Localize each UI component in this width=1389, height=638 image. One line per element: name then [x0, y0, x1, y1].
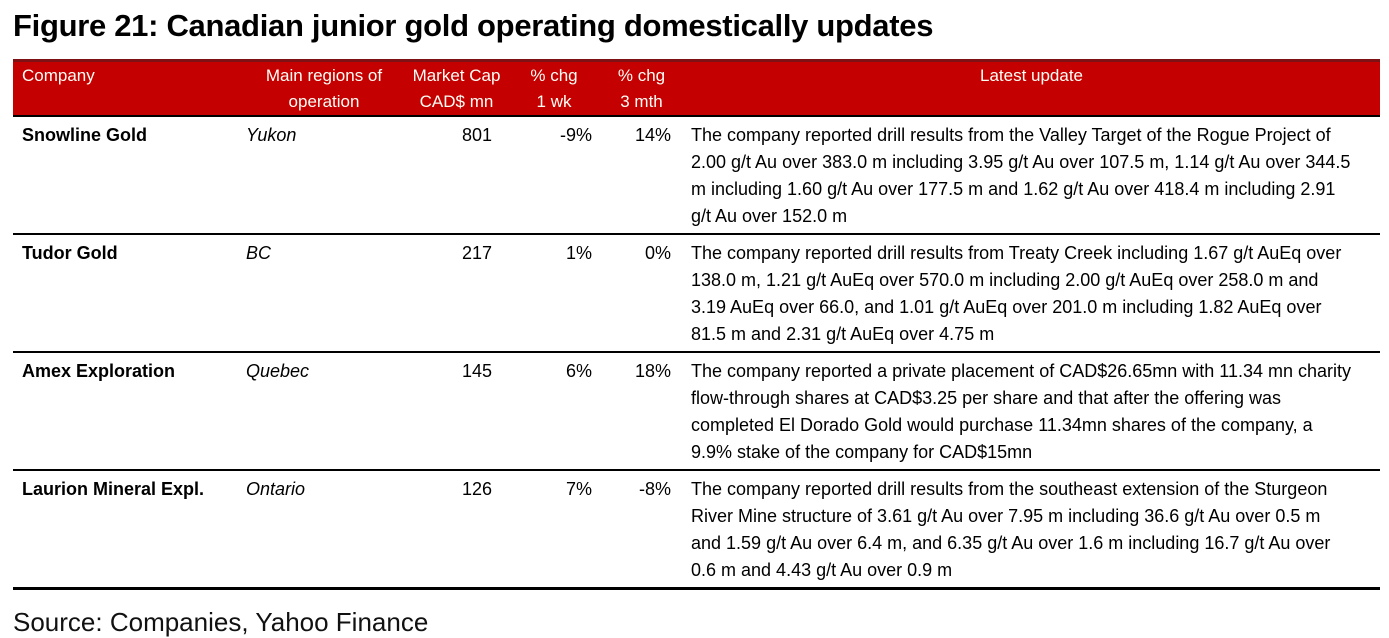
table-row: Snowline Gold Yukon 801 -9% 14% The comp…: [13, 116, 1380, 234]
companies-table: Company Main regions of operation Market…: [13, 59, 1380, 590]
col-header-chg-1wk: % chg 1 wk: [508, 59, 600, 117]
region-cell: Yukon: [246, 125, 297, 145]
chg-3mth-cell: 18%: [600, 351, 683, 470]
chg-1wk-cell: 7%: [508, 469, 600, 590]
company-cell: Tudor Gold: [13, 233, 243, 352]
market-cap-cell: 145: [405, 351, 508, 470]
market-cap-cell: 217: [405, 233, 508, 352]
company-cell: Snowline Gold: [22, 125, 147, 145]
chg-3mth-cell: 0%: [600, 233, 683, 352]
header-row: Company Main regions of operation Market…: [13, 59, 1380, 117]
latest-update-cell: The company reported a private placement…: [683, 351, 1380, 470]
chg-1wk-cell: 1%: [508, 233, 600, 352]
source-attribution: Source: Companies, Yahoo Finance: [13, 607, 429, 637]
col-header-company: Company: [13, 59, 243, 117]
col-header-latest-update: Latest update: [683, 59, 1380, 117]
latest-update-cell: The company reported drill results from …: [683, 233, 1380, 352]
latest-update-cell: The company reported drill results from …: [691, 125, 1351, 226]
market-cap-cell: 801: [461, 125, 492, 145]
report-figure-page: Figure 21: Canadian junior gold operatin…: [13, 8, 1380, 637]
table-header: Company Main regions of operation Market…: [13, 59, 1380, 117]
chg-3mth-cell: -8%: [600, 469, 683, 590]
region-cell: Quebec: [243, 351, 405, 470]
market-cap-cell: 126: [405, 469, 508, 590]
col-header-market-cap: Market Cap CAD$ mn: [405, 59, 508, 117]
region-cell: Ontario: [243, 469, 405, 590]
chg-1wk-cell: -9%: [559, 125, 592, 145]
chg-3mth-cell: 14%: [634, 125, 671, 145]
table-row: Laurion Mineral Expl. Ontario 126 7% -8%…: [13, 469, 1380, 590]
company-cell: Laurion Mineral Expl.: [13, 469, 243, 590]
table-row: Tudor Gold BC 217 1% 0% The company repo…: [13, 233, 1380, 352]
figure-title: Figure 21: Canadian junior gold operatin…: [13, 8, 934, 43]
chg-1wk-cell: 6%: [508, 351, 600, 470]
col-header-company-label: Company: [22, 66, 95, 85]
table-body: Snowline Gold Yukon 801 -9% 14% The comp…: [13, 116, 1380, 590]
col-header-region: Main regions of operation: [243, 59, 405, 117]
company-cell: Amex Exploration: [13, 351, 243, 470]
col-header-chg-3mth: % chg 3 mth: [600, 59, 683, 117]
region-cell: BC: [243, 233, 405, 352]
table-row: Amex Exploration Quebec 145 6% 18% The c…: [13, 351, 1380, 470]
latest-update-cell: The company reported drill results from …: [683, 469, 1380, 590]
